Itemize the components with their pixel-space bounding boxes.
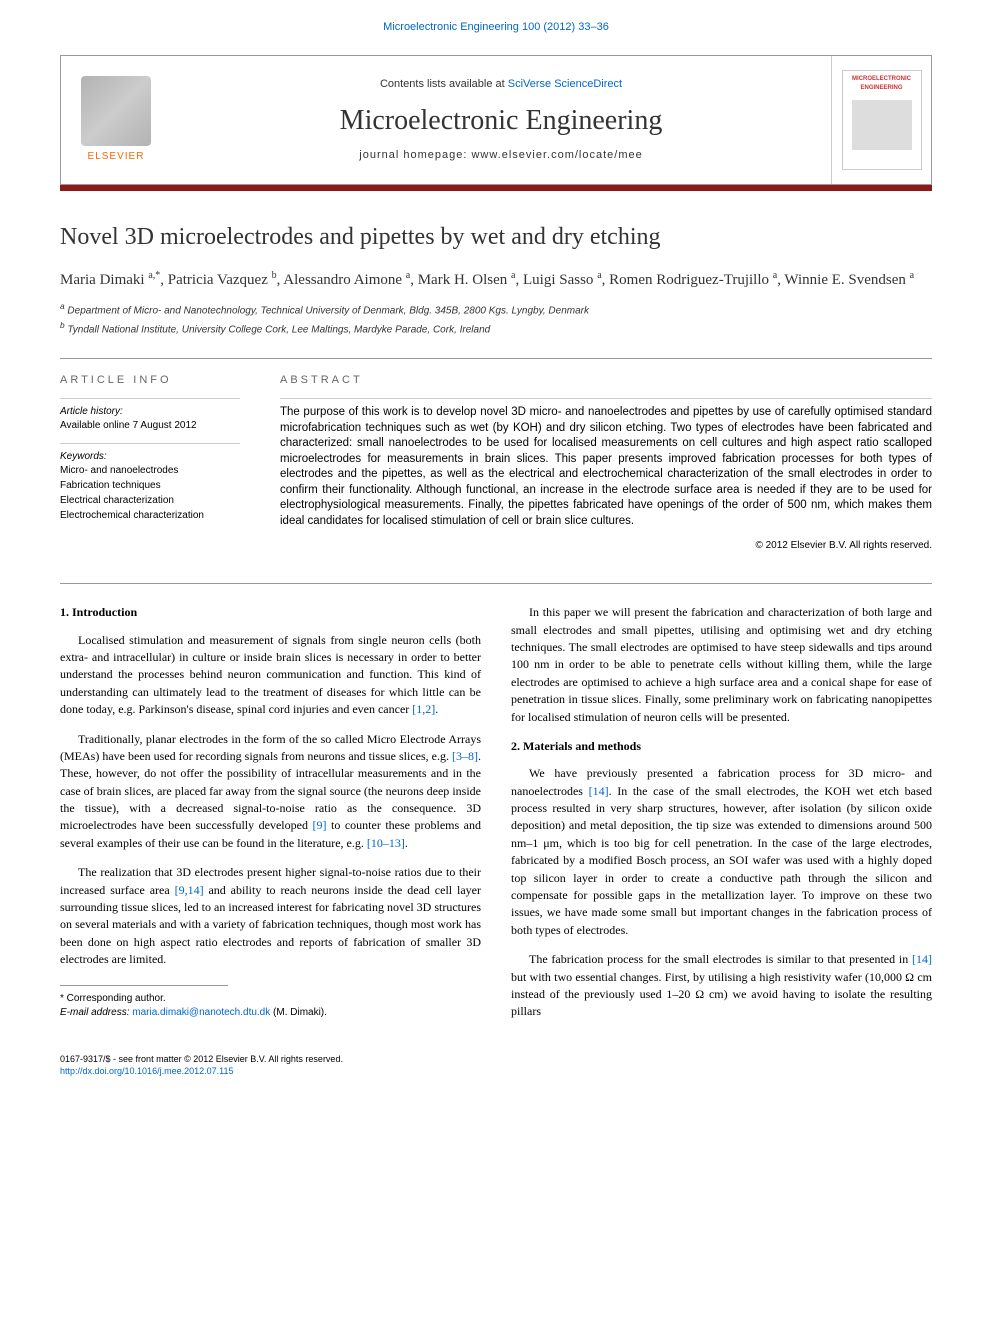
ref-link[interactable]: [14]: [589, 784, 609, 798]
journal-homepage: journal homepage: www.elsevier.com/locat…: [359, 148, 642, 163]
intro-heading: 1. Introduction: [60, 604, 481, 621]
authors-list: Maria Dimaki a,*, Patricia Vazquez b, Al…: [60, 269, 932, 291]
affiliation-line: a Department of Micro- and Nanotechnolog…: [60, 301, 932, 318]
elsevier-tree-icon: [81, 76, 151, 146]
keyword-item: Electrochemical characterization: [60, 509, 240, 523]
article-info-column: ARTICLE INFO Article history: Available …: [60, 373, 260, 554]
doi-link[interactable]: http://dx.doi.org/10.1016/j.mee.2012.07.…: [60, 1066, 233, 1076]
keywords-section: Keywords: Micro- and nanoelectrodesFabri…: [60, 443, 240, 523]
history-label: Article history:: [60, 405, 240, 419]
cover-image-placeholder: [852, 100, 912, 150]
elsevier-logo[interactable]: ELSEVIER: [61, 56, 171, 184]
intro-paragraph-2: Traditionally, planar electrodes in the …: [60, 731, 481, 853]
intro-paragraph-4: In this paper we will present the fabric…: [511, 604, 932, 726]
body-column-right: In this paper we will present the fabric…: [511, 604, 932, 1033]
ref-link[interactable]: [9]: [312, 818, 326, 832]
sciencedirect-link[interactable]: SciVerse ScienceDirect: [508, 78, 622, 90]
abstract-copyright: © 2012 Elsevier B.V. All rights reserved…: [280, 539, 932, 553]
abstract-column: ABSTRACT The purpose of this work is to …: [260, 373, 932, 554]
elsevier-label: ELSEVIER: [88, 150, 145, 164]
cover-title: MICROELECTRONIC ENGINEERING: [847, 75, 917, 92]
corresponding-email-link[interactable]: maria.dimaki@nanotech.dtu.dk: [132, 1007, 270, 1018]
intro-paragraph-3: The realization that 3D electrodes prese…: [60, 864, 481, 968]
journal-name: Microelectronic Engineering: [340, 101, 663, 140]
contents-lists-line: Contents lists available at SciVerse Sci…: [380, 77, 622, 92]
abstract-header: ABSTRACT: [280, 373, 932, 388]
header-center: Contents lists available at SciVerse Sci…: [171, 56, 831, 184]
intro-paragraph-1: Localised stimulation and measurement of…: [60, 632, 481, 719]
corresponding-footnote: * Corresponding author. E-mail address: …: [60, 992, 481, 1021]
article-title: Novel 3D microelectrodes and pipettes by…: [60, 221, 932, 255]
affiliations: a Department of Micro- and Nanotechnolog…: [60, 301, 932, 338]
keyword-item: Electrical characterization: [60, 494, 240, 508]
journal-cover: MICROELECTRONIC ENGINEERING: [831, 56, 931, 184]
ref-link[interactable]: [10–13]: [367, 836, 405, 850]
issn-line: 0167-9317/$ - see front matter © 2012 El…: [60, 1053, 932, 1066]
keywords-label: Keywords:: [60, 450, 240, 464]
keyword-item: Fabrication techniques: [60, 479, 240, 493]
article-info-header: ARTICLE INFO: [60, 373, 240, 388]
article-history: Article history: Available online 7 Augu…: [60, 398, 240, 433]
methods-paragraph-1: We have previously presented a fabricati…: [511, 765, 932, 939]
keyword-item: Micro- and nanoelectrodes: [60, 464, 240, 478]
header-red-bar: [60, 185, 932, 191]
affiliation-line: b Tyndall National Institute, University…: [60, 320, 932, 337]
methods-heading: 2. Materials and methods: [511, 738, 932, 755]
journal-citation-link[interactable]: Microelectronic Engineering 100 (2012) 3…: [0, 0, 992, 45]
cover-thumbnail: MICROELECTRONIC ENGINEERING: [842, 70, 922, 170]
email-label: E-mail address:: [60, 1007, 132, 1018]
body-column-left: 1. Introduction Localised stimulation an…: [60, 604, 481, 1033]
journal-header: ELSEVIER Contents lists available at Sci…: [60, 55, 932, 185]
ref-link[interactable]: [3–8]: [452, 749, 478, 763]
ref-link[interactable]: [1,2]: [412, 702, 435, 716]
abstract-text: The purpose of this work is to develop n…: [280, 398, 932, 529]
ref-link[interactable]: [9,14]: [175, 883, 204, 897]
bottom-publication-info: 0167-9317/$ - see front matter © 2012 El…: [60, 1053, 932, 1078]
ref-link[interactable]: [14]: [912, 952, 932, 966]
methods-paragraph-2: The fabrication process for the small el…: [511, 951, 932, 1021]
corresponding-label: * Corresponding author.: [60, 992, 481, 1007]
history-value: Available online 7 August 2012: [60, 419, 240, 433]
